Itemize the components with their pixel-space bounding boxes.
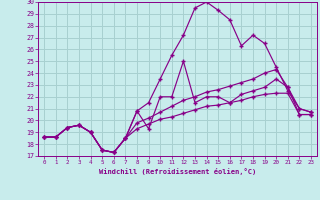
X-axis label: Windchill (Refroidissement éolien,°C): Windchill (Refroidissement éolien,°C)	[99, 168, 256, 175]
